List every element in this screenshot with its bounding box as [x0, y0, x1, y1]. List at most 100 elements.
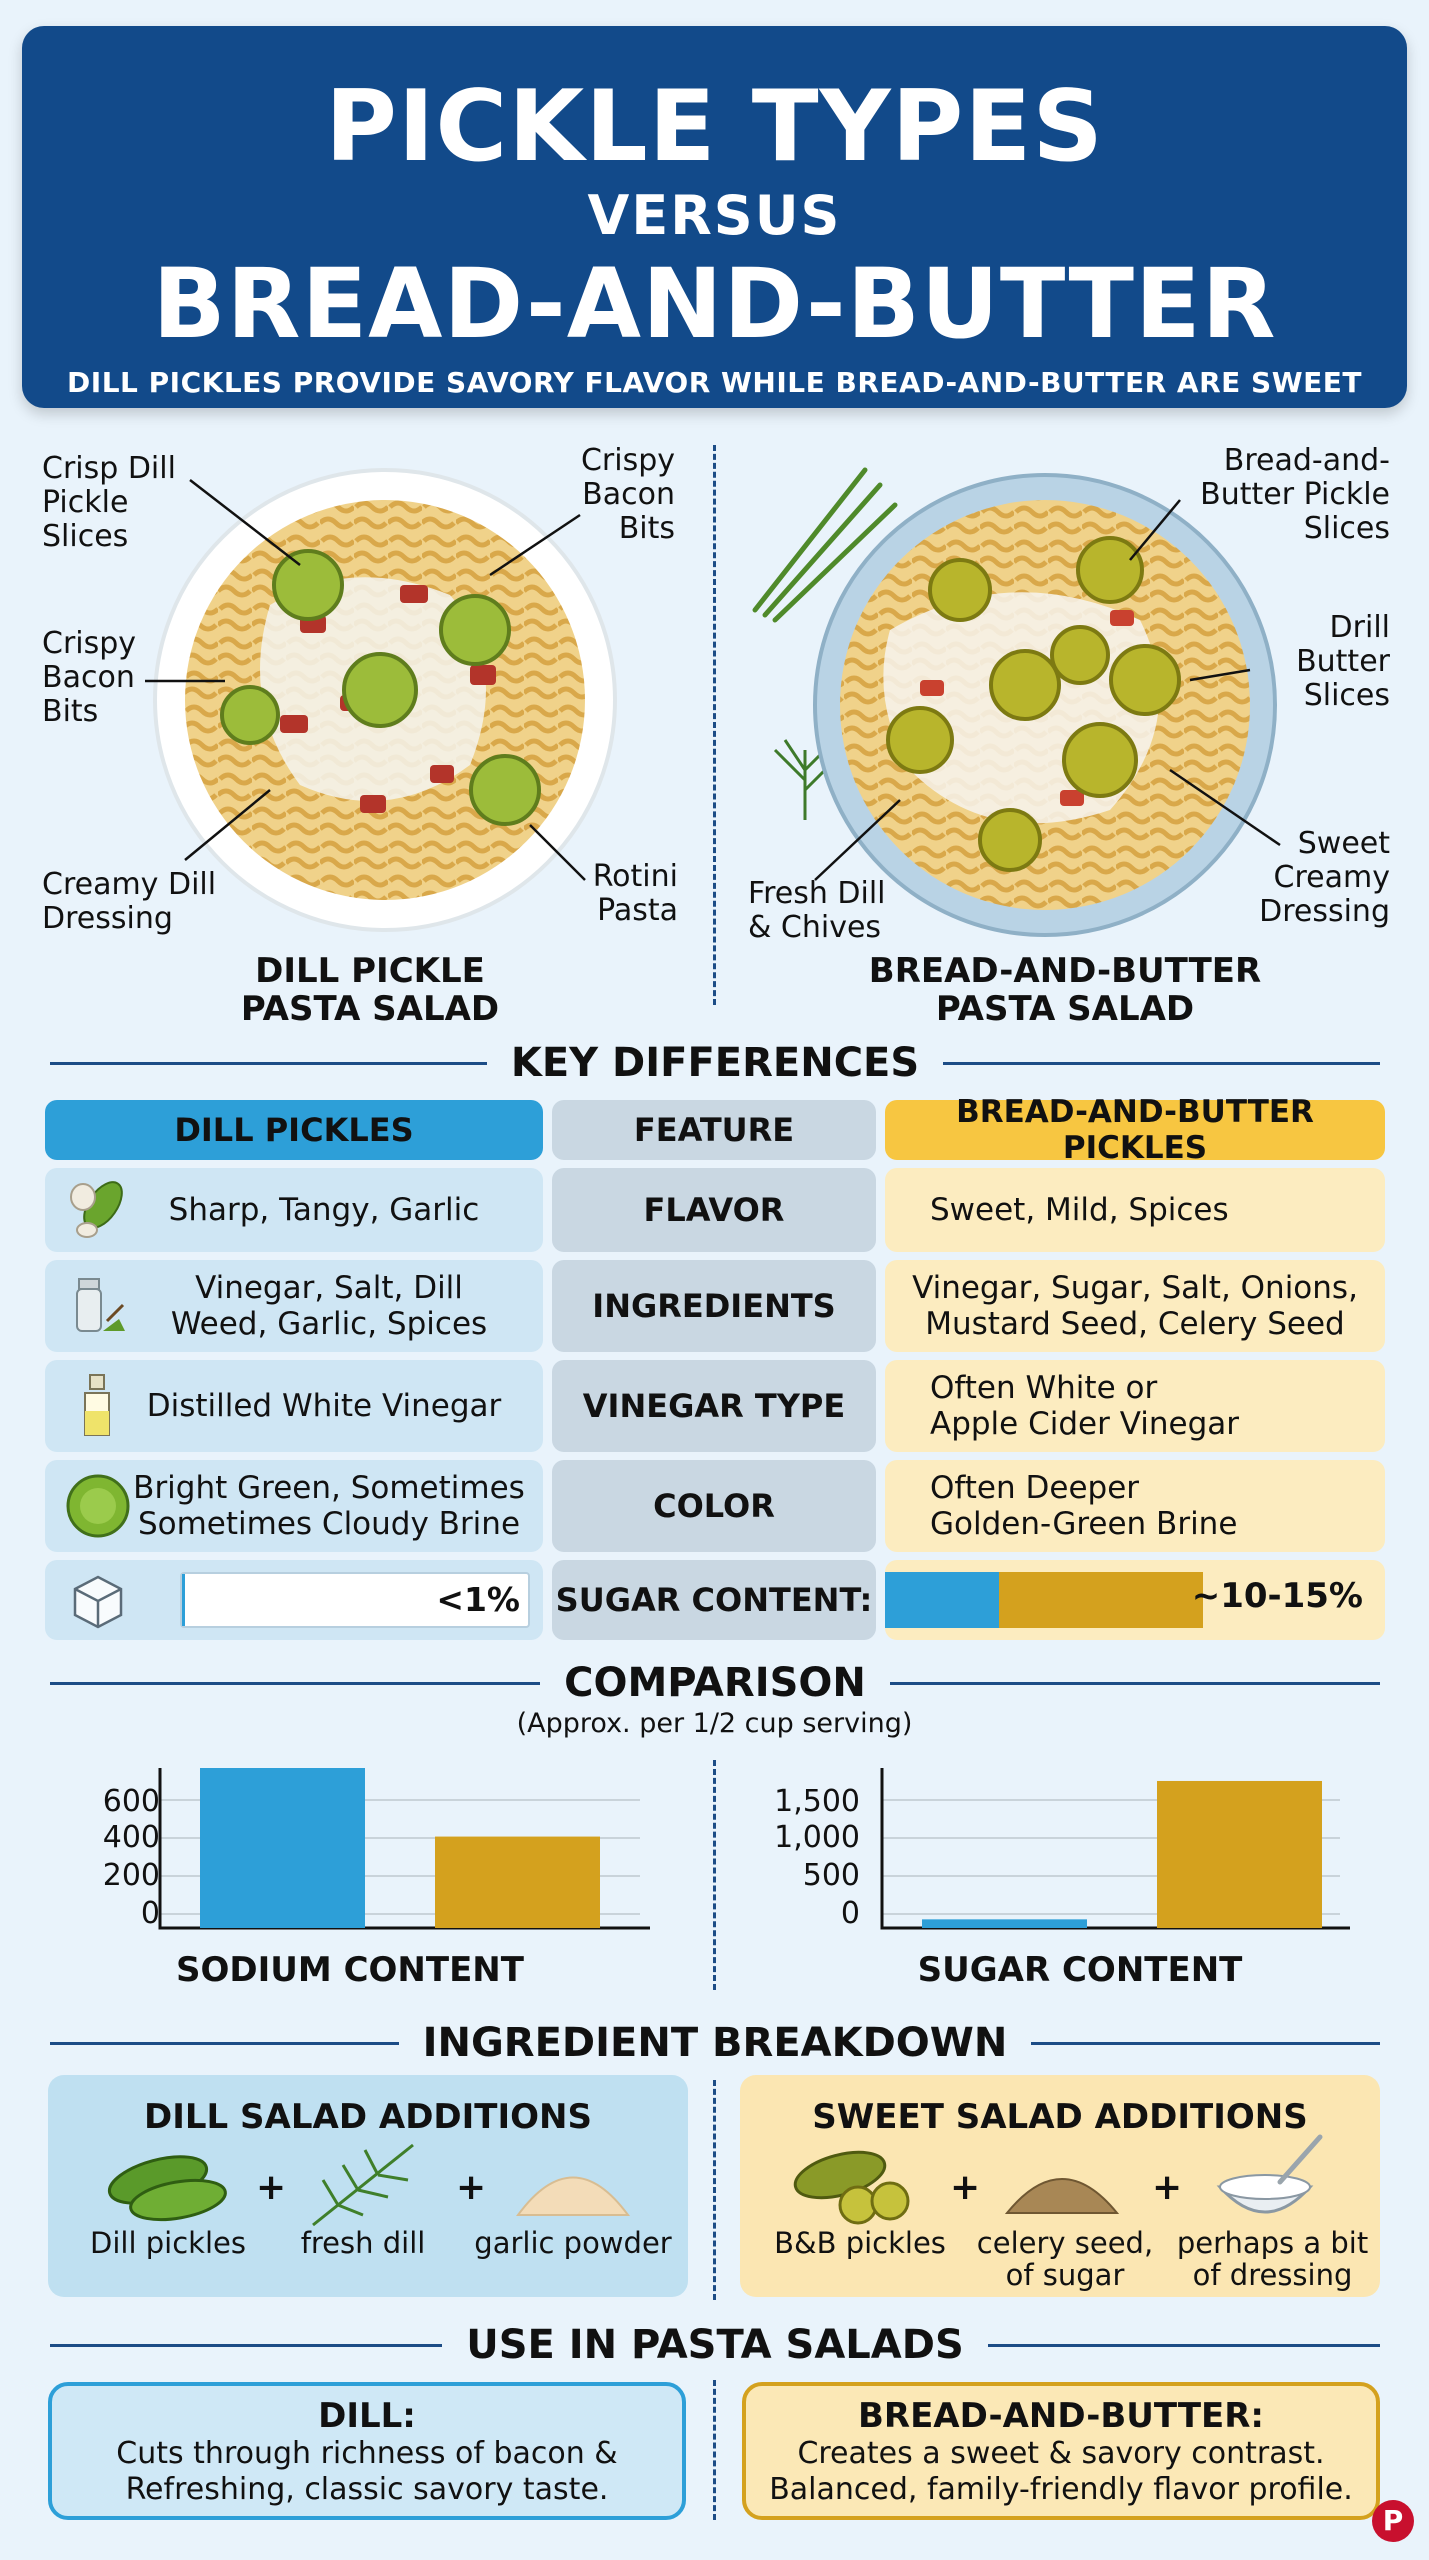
bb-ingredients-cell: Vinegar, Sugar, Salt, Onions, Mustard Se…	[885, 1260, 1385, 1352]
dill-additions-title: DILL SALAD ADDITIONS	[144, 2097, 592, 2137]
key-differences-heading: KEY DIFFERENCES	[50, 1038, 1381, 1088]
garlic-powder-icon	[516, 2176, 630, 2216]
sugar-chart-label: SUGAR CONTENT	[917, 1950, 1243, 1990]
title-line-3: BREAD-AND-BUTTER	[152, 248, 1277, 360]
fresh-dill-label: fresh dill	[300, 2226, 426, 2260]
header-dill-pickles: DILL PICKLES	[45, 1100, 543, 1160]
sugar-chart-plot	[880, 1768, 1350, 1930]
plus-sign: +	[950, 2167, 981, 2208]
dill-use-text: Cuts through richness of bacon & Refresh…	[116, 2436, 618, 2507]
pickle-slice-icon	[66, 1474, 130, 1538]
callout-fresh-dill-chives: Fresh Dill & Chives	[748, 876, 886, 945]
bb-sugar-bar-gold	[999, 1572, 1203, 1628]
spice-jar-icon	[76, 1278, 125, 1332]
dill-salad-bowl-image	[153, 468, 617, 932]
dill-use-box: DILL: Cuts through richness of bacon & R…	[48, 2382, 686, 2520]
sugar-tick-0: 0	[840, 1896, 860, 1931]
ingredient-divider	[713, 2080, 716, 2300]
sugar-tick-1000: 1,000	[774, 1820, 860, 1855]
comparison-subtitle: (Approx. per 1/2 cup serving)	[516, 1708, 913, 1739]
celery-seed-label: celery seed, of sugar	[976, 2226, 1154, 2292]
bb-callout-lines	[814, 499, 1281, 881]
sodium-tick-600: 600	[102, 1784, 160, 1819]
comparison-heading: COMPARISON	[50, 1658, 1380, 1708]
salad-divider	[713, 445, 716, 1005]
dill-vinegar-cell: Distilled White Vinegar	[45, 1360, 543, 1452]
celery-seed-icon	[1004, 2178, 1120, 2214]
dill-color-cell: Bright Green, Sometimes Sometimes Cloudy…	[45, 1460, 543, 1552]
ingredient-breakdown-heading: INGREDIENT BREAKDOWN	[50, 2018, 1381, 2068]
callout-bb-pickle-slices: Bread-and- Butter Pickle Slices	[1200, 443, 1390, 546]
dill-salad-title: DILL PICKLE PASTA SALAD	[240, 951, 500, 1029]
bb-sugar-cell: ~10-15%	[885, 1560, 1385, 1640]
sugar-tick-500: 500	[802, 1858, 860, 1893]
sodium-chart-label: SODIUM CONTENT	[176, 1950, 524, 1990]
title-line-2: VERSUS	[587, 184, 842, 247]
feature-flavor: FLAVOR	[552, 1168, 876, 1252]
title-subtitle: DILL PICKLES PROVIDE SAVORY FLAVOR WHILE…	[67, 366, 1362, 399]
fresh-dill-icon	[312, 2143, 414, 2227]
title-line-1: PICKLE TYPES	[325, 70, 1104, 184]
header-bb-pickles: BREAD-AND-BUTTER PICKLES	[885, 1094, 1385, 1166]
callout-sweet-creamy-dressing: Sweet Creamy Dressing	[1259, 826, 1390, 929]
bb-sugar-bar-blue	[885, 1572, 1000, 1628]
chart-bar-1	[1157, 1780, 1322, 1928]
feature-vinegar-type: VINEGAR TYPE	[552, 1360, 876, 1452]
bb-salad-bowl-image	[813, 473, 1277, 937]
bb-color-cell: Often Deeper Golden-Green Brine	[885, 1460, 1385, 1552]
pin-badge-icon[interactable]: P	[1372, 2500, 1414, 2542]
pickle-garlic-icon	[70, 1181, 123, 1238]
bb-flavor-cell: Sweet, Mild, Spices	[885, 1168, 1385, 1252]
dill-pickles-icon	[107, 2155, 227, 2222]
callout-dill-bacon-left: Crispy Bacon Bits	[42, 626, 137, 729]
chart-divider	[713, 1760, 716, 1990]
sweet-additions-card: SWEET SALAD ADDITIONS B&B pickles + cele…	[740, 2075, 1380, 2297]
sugar-chart: 1,500 1,000 500 0 SUGAR CONTENT	[760, 1760, 1360, 2000]
dressing-label: perhaps a bit of dressing	[1176, 2226, 1369, 2292]
garlic-powder-label: garlic powder	[474, 2226, 672, 2260]
dill-additions-card: DILL SALAD ADDITIONS Dill pickles + fres…	[48, 2075, 688, 2297]
bb-use-title: BREAD-AND-BUTTER:	[857, 2396, 1265, 2436]
bb-sugar-value: ~10-15%	[1191, 1576, 1363, 1616]
plus-sign: +	[456, 2167, 487, 2208]
title-banner: PICKLE TYPES VERSUS BREAD-AND-BUTTER DIL…	[22, 26, 1407, 408]
chives-dill-garnish-image	[752, 467, 898, 820]
dill-pickles-label: Dill pickles	[90, 2226, 246, 2260]
feature-ingredients: INGREDIENTS	[552, 1260, 876, 1352]
dill-sugar-bar-fill	[182, 1574, 186, 1626]
callout-dill-bacon-top: Crispy Bacon Bits	[580, 443, 675, 546]
use-divider	[713, 2380, 716, 2520]
sodium-tick-400: 400	[102, 1820, 160, 1855]
plus-sign: +	[1152, 2167, 1183, 2208]
bb-use-text: Creates a sweet & savory contrast. Balan…	[769, 2436, 1353, 2507]
bb-pickles-label: B&B pickles	[774, 2226, 946, 2260]
sodium-tick-200: 200	[102, 1858, 160, 1893]
bb-sugar-bar	[885, 1572, 1203, 1628]
callout-drill-butter-slices: Drill Butter Slices	[1296, 610, 1390, 713]
sugar-bowl-icon	[1216, 2134, 1323, 2214]
dill-ingredients-cell: Vinegar, Salt, Dill Weed, Garlic, Spices	[45, 1260, 543, 1352]
dill-use-title: DILL:	[318, 2396, 416, 2436]
feature-color: COLOR	[552, 1460, 876, 1552]
dill-sugar-value: <1%	[436, 1580, 520, 1619]
chart-bar-1	[435, 1836, 600, 1928]
chart-bar-0	[922, 1919, 1087, 1928]
chart-bar-0	[200, 1768, 365, 1928]
callout-rotini-pasta: Rotini Pasta	[592, 859, 678, 928]
callout-dill-pickle-slices: Crisp Dill Pickle Slices	[42, 451, 176, 554]
bb-salad-title: BREAD-AND-BUTTER PASTA SALAD	[868, 951, 1262, 1029]
plus-sign: +	[256, 2167, 287, 2208]
sodium-tick-0: 0	[140, 1896, 160, 1931]
bb-pickles-icon	[793, 2150, 910, 2225]
sodium-chart: 600 400 200 0 SODIUM CONTENT	[60, 1760, 660, 2000]
vinegar-bottle-icon	[84, 1374, 110, 1436]
sugar-cube-icon	[73, 1575, 123, 1629]
sodium-chart-plot	[158, 1768, 650, 1930]
bb-use-box: BREAD-AND-BUTTER: Creates a sweet & savo…	[742, 2382, 1380, 2520]
use-in-pasta-salads-heading: USE IN PASTA SALADS	[50, 2320, 1380, 2370]
dill-sugar-bar: <1%	[180, 1572, 530, 1628]
dill-sugar-cell: <1%	[45, 1560, 543, 1640]
bb-vinegar-cell: Often White or Apple Cider Vinegar	[885, 1360, 1385, 1452]
sweet-additions-title: SWEET SALAD ADDITIONS	[812, 2097, 1308, 2137]
header-feature: FEATURE	[552, 1100, 876, 1160]
